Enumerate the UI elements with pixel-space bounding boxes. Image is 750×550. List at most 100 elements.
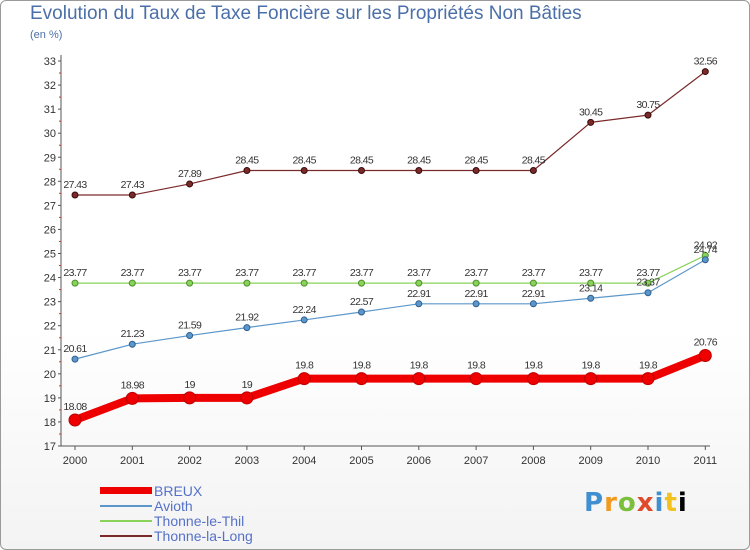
data-label-breux: 19.8 <box>524 360 543 372</box>
data-point-thonne-le-thil <box>71 279 79 287</box>
logo-letter: i <box>677 488 688 518</box>
chart-title: Evolution du Taux de Taxe Foncière sur l… <box>30 3 582 24</box>
data-point-avioth <box>644 289 652 297</box>
data-label-breux: 18.98 <box>121 379 145 391</box>
data-point-avioth <box>128 340 136 348</box>
y-tick-label: 27 <box>44 200 56 212</box>
data-label-breux: 20.76 <box>694 337 718 349</box>
data-label-avioth: 22.91 <box>522 288 546 300</box>
data-label-thonne-la-long: 27.89 <box>178 168 202 180</box>
series-line-thonne-la-long <box>75 71 706 196</box>
data-point-avioth <box>587 294 595 302</box>
data-label-thonne-la-long: 28.45 <box>407 154 431 166</box>
x-tick-label: 2004 <box>292 455 316 467</box>
x-tick-label: 2006 <box>407 455 431 467</box>
data-label-thonne-le-thil: 23.77 <box>579 267 603 279</box>
data-point-breux <box>68 413 82 427</box>
legend-label-avioth: Avioth <box>154 498 193 514</box>
data-point-avioth <box>701 256 709 264</box>
data-point-breux <box>584 372 598 386</box>
data-label-thonne-la-long: 27.43 <box>63 179 87 191</box>
data-point-thonne-le-thil <box>358 279 365 287</box>
data-point-avioth <box>415 300 423 308</box>
y-tick-label: 23 <box>44 297 56 309</box>
data-point-avioth <box>186 332 194 340</box>
logo-letter: o <box>617 488 637 518</box>
data-point-breux <box>641 372 655 386</box>
x-tick-label: 2010 <box>636 455 660 467</box>
data-point-thonne-la-long <box>587 118 595 126</box>
data-point-breux <box>183 391 197 405</box>
data-point-breux <box>698 349 712 363</box>
series-line-breux <box>73 351 707 424</box>
data-label-thonne-la-long: 28.45 <box>235 154 259 166</box>
data-point-breux <box>355 372 368 386</box>
y-tick-label: 26 <box>44 224 56 236</box>
data-label-breux: 19 <box>184 379 195 391</box>
logo-letter: P <box>584 488 605 518</box>
x-tick-label: 2009 <box>578 455 602 467</box>
y-tick-label: 20 <box>44 369 56 381</box>
legend-swatch-thonne-la-long <box>100 535 152 537</box>
data-point-avioth <box>243 324 251 332</box>
data-point-breux <box>297 372 311 386</box>
data-label-thonne-le-thil: 24.92 <box>694 239 718 251</box>
data-label-thonne-la-long: 28.45 <box>464 154 488 166</box>
data-label-breux: 19.8 <box>467 360 486 372</box>
x-tick-label: 2001 <box>120 455 144 467</box>
data-point-thonne-la-long <box>415 166 423 174</box>
data-label-avioth: 22.91 <box>407 288 431 300</box>
data-label-thonne-la-long: 30.75 <box>636 99 660 111</box>
data-label-avioth: 22.24 <box>293 304 317 316</box>
data-point-thonne-la-long <box>243 166 251 174</box>
data-label-thonne-la-long: 28.45 <box>350 154 374 166</box>
data-label-thonne-le-thil: 23.77 <box>407 267 431 279</box>
y-tick-label: 18 <box>44 417 56 429</box>
y-tick-label: 22 <box>44 321 56 333</box>
data-point-avioth <box>71 355 79 363</box>
y-tick-label: 31 <box>44 104 56 116</box>
data-point-thonne-la-long <box>71 191 79 199</box>
logo-letter: i <box>654 488 665 518</box>
data-point-thonne-la-long <box>186 180 194 188</box>
data-point-avioth <box>300 316 308 324</box>
chart-subtitle: (en %) <box>30 29 63 41</box>
data-label-avioth: 21.92 <box>235 312 259 324</box>
data-point-avioth <box>529 300 537 308</box>
data-label-breux: 19.8 <box>639 360 658 372</box>
data-label-avioth: 20.61 <box>63 343 87 355</box>
data-label-thonne-le-thil: 23.77 <box>63 267 87 279</box>
y-tick-label: 19 <box>44 393 56 405</box>
data-point-thonne-la-long <box>701 68 709 76</box>
data-label-thonne-le-thil: 23.77 <box>636 267 660 279</box>
data-point-breux <box>469 372 483 386</box>
legend-swatch-avioth <box>100 505 152 507</box>
data-label-breux: 19.8 <box>582 360 601 372</box>
data-label-thonne-le-thil: 23.77 <box>464 267 488 279</box>
data-label-avioth: 22.91 <box>464 288 488 300</box>
data-point-avioth <box>472 300 480 308</box>
data-label-thonne-la-long: 30.45 <box>579 106 603 118</box>
x-tick-label: 2000 <box>63 455 87 467</box>
logo-letter: x <box>636 488 655 518</box>
data-point-thonne-le-thil <box>186 279 194 287</box>
data-point-thonne-le-thil <box>587 279 595 287</box>
y-tick-label: 33 <box>44 56 56 68</box>
legend-label-thonne-le-thil: Thonne-le-Thil <box>154 513 245 529</box>
y-tick-label: 30 <box>44 128 56 140</box>
data-label-thonne-la-long: 27.43 <box>121 179 145 191</box>
x-tick-label: 2008 <box>521 455 545 467</box>
data-label-avioth: 23.14 <box>579 282 603 294</box>
x-tick-label: 2003 <box>235 455 259 467</box>
proxiti-logo: Proxiti <box>584 488 688 518</box>
data-point-thonne-le-thil <box>300 279 308 287</box>
y-tick-label: 17 <box>44 441 56 453</box>
data-label-avioth: 22.57 <box>350 296 374 308</box>
data-label-thonne-le-thil: 23.77 <box>235 267 259 279</box>
data-point-thonne-le-thil <box>529 279 537 287</box>
data-point-thonne-le-thil <box>128 279 136 287</box>
data-label-thonne-le-thil: 23.77 <box>350 267 374 279</box>
data-label-thonne-le-thil: 23.77 <box>522 267 546 279</box>
data-label-breux: 18.08 <box>63 401 87 413</box>
data-label-avioth: 21.23 <box>121 328 145 340</box>
